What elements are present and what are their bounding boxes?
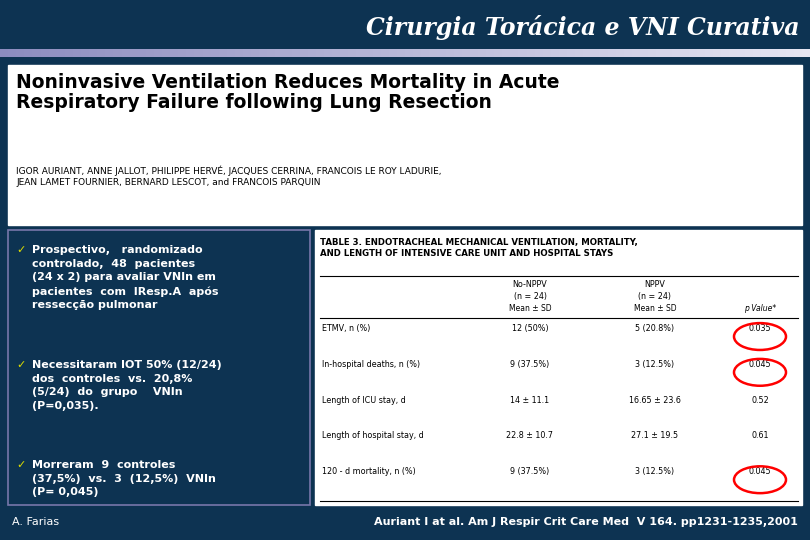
Bar xyxy=(526,49,535,57)
Bar xyxy=(486,49,495,57)
Bar xyxy=(373,49,382,57)
Bar xyxy=(275,49,284,57)
Bar xyxy=(786,49,795,57)
Bar xyxy=(543,49,552,57)
Bar xyxy=(761,49,770,57)
Bar xyxy=(8,230,310,505)
Text: ✓: ✓ xyxy=(16,460,25,470)
Text: A. Farias: A. Farias xyxy=(12,517,59,527)
Bar xyxy=(697,49,706,57)
Text: 0.52: 0.52 xyxy=(751,396,769,404)
Bar xyxy=(705,49,714,57)
Text: 27.1 ± 19.5: 27.1 ± 19.5 xyxy=(632,431,679,441)
Text: Length of ICU stay, d: Length of ICU stay, d xyxy=(322,396,406,404)
Bar xyxy=(518,49,527,57)
Bar xyxy=(211,49,220,57)
Bar xyxy=(8,49,17,57)
Text: Cirurgia Torácica e VNI Curativa: Cirurgia Torácica e VNI Curativa xyxy=(366,16,800,40)
Bar xyxy=(89,49,98,57)
Bar xyxy=(146,49,155,57)
Text: ✓: ✓ xyxy=(16,360,25,370)
Text: ✓: ✓ xyxy=(16,245,25,255)
Bar xyxy=(737,49,746,57)
Bar xyxy=(73,49,82,57)
Bar xyxy=(494,49,503,57)
Bar xyxy=(57,49,66,57)
Bar xyxy=(599,49,608,57)
Text: In-hospital deaths, n (%): In-hospital deaths, n (%) xyxy=(322,360,420,369)
Text: 3 (12.5%): 3 (12.5%) xyxy=(635,467,675,476)
Bar xyxy=(8,65,802,225)
Bar xyxy=(235,49,244,57)
Bar xyxy=(502,49,511,57)
Bar xyxy=(324,49,333,57)
Bar xyxy=(219,49,228,57)
Bar xyxy=(802,49,810,57)
Bar xyxy=(300,49,309,57)
Bar xyxy=(227,49,236,57)
Bar xyxy=(356,49,365,57)
Bar xyxy=(745,49,754,57)
Bar xyxy=(202,49,211,57)
Bar xyxy=(446,49,454,57)
Text: TABLE 3. ENDOTRACHEAL MECHANICAL VENTILATION, MORTALITY,
AND LENGTH OF INTENSIVE: TABLE 3. ENDOTRACHEAL MECHANICAL VENTILA… xyxy=(320,238,638,258)
Bar xyxy=(348,49,357,57)
Text: 14 ± 11.1: 14 ± 11.1 xyxy=(510,396,549,404)
Bar xyxy=(583,49,592,57)
Bar xyxy=(332,49,341,57)
Bar xyxy=(186,49,195,57)
Bar xyxy=(567,49,576,57)
Bar xyxy=(130,49,139,57)
Text: Length of hospital stay, d: Length of hospital stay, d xyxy=(322,431,424,441)
Bar xyxy=(437,49,446,57)
Text: 0.035: 0.035 xyxy=(748,324,771,333)
Bar xyxy=(405,49,414,57)
Bar xyxy=(753,49,762,57)
Text: Auriant I at al. Am J Respir Crit Care Med  V 164. pp1231-1235,2001: Auriant I at al. Am J Respir Crit Care M… xyxy=(374,517,798,527)
Text: 9 (37.5%): 9 (37.5%) xyxy=(510,467,550,476)
Text: Noninvasive Ventilation Reduces Mortality in Acute
Respiratory Failure following: Noninvasive Ventilation Reduces Mortalit… xyxy=(16,73,560,112)
Bar xyxy=(591,49,600,57)
Bar xyxy=(778,49,787,57)
Bar xyxy=(535,49,544,57)
Bar xyxy=(381,49,390,57)
Text: 0.045: 0.045 xyxy=(748,360,771,369)
Bar xyxy=(632,49,641,57)
Bar xyxy=(478,49,487,57)
Text: IGOR AURIANT, ANNE JALLOT, PHILIPPE HERVÉ, JACQUES CERRINA, FRANCOIS LE ROY LADU: IGOR AURIANT, ANNE JALLOT, PHILIPPE HERV… xyxy=(16,165,441,187)
Bar xyxy=(640,49,649,57)
Bar xyxy=(672,49,681,57)
Bar xyxy=(194,49,203,57)
Text: (n = 24): (n = 24) xyxy=(514,292,547,301)
Bar xyxy=(729,49,738,57)
Text: Necessitaram IOT 50% (12/24)
dos  controles  vs.  20,8%
(5/24)  do  grupo    VNI: Necessitaram IOT 50% (12/24) dos control… xyxy=(32,360,222,411)
Text: Prospectivo,   randomizado
controlado,  48  pacientes
(24 x 2) para avaliar VNIn: Prospectivo, randomizado controlado, 48 … xyxy=(32,245,219,310)
Bar xyxy=(259,49,268,57)
Text: ETMV, n (%): ETMV, n (%) xyxy=(322,324,370,333)
Bar xyxy=(656,49,665,57)
Bar xyxy=(721,49,730,57)
Bar xyxy=(251,49,260,57)
Text: Mean ± SD: Mean ± SD xyxy=(633,304,676,313)
Text: Morreram  9  controles
(37,5%)  vs.  3  (12,5%)  VNIn
(P= 0,045): Morreram 9 controles (37,5%) vs. 3 (12,5… xyxy=(32,460,216,497)
Bar xyxy=(648,49,657,57)
Bar xyxy=(421,49,430,57)
Bar xyxy=(40,49,49,57)
Bar xyxy=(413,49,422,57)
Text: 120 - d mortality, n (%): 120 - d mortality, n (%) xyxy=(322,467,416,476)
Bar xyxy=(267,49,276,57)
Text: 12 (50%): 12 (50%) xyxy=(512,324,548,333)
Bar xyxy=(770,49,778,57)
Bar xyxy=(138,49,147,57)
Bar xyxy=(32,49,41,57)
Bar xyxy=(122,49,130,57)
Bar xyxy=(284,49,292,57)
Text: 0.61: 0.61 xyxy=(751,431,769,441)
Bar xyxy=(794,49,803,57)
Bar xyxy=(454,49,463,57)
Bar xyxy=(316,49,325,57)
Bar xyxy=(340,49,349,57)
Text: NPPV: NPPV xyxy=(645,280,666,289)
Bar xyxy=(624,49,633,57)
Bar xyxy=(0,49,9,57)
